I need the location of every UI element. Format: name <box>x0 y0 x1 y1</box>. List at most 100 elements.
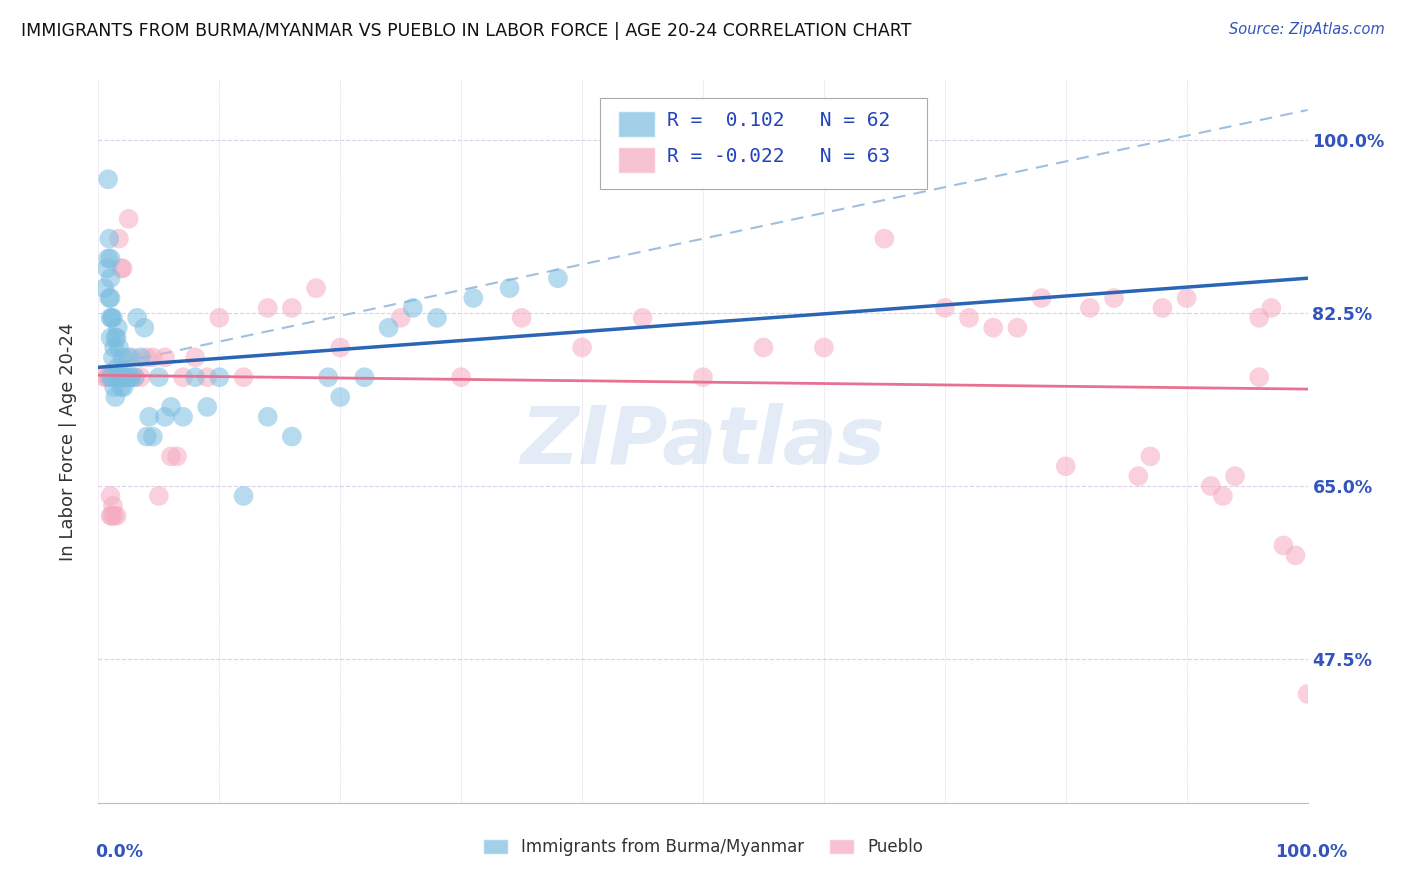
Point <box>184 370 207 384</box>
Point <box>98 370 121 384</box>
Point <box>97 172 120 186</box>
Point <box>160 450 183 464</box>
Point <box>153 351 176 365</box>
Point <box>100 508 122 523</box>
Text: Source: ZipAtlas.com: Source: ZipAtlas.com <box>1229 22 1385 37</box>
Legend: Immigrants from Burma/Myanmar, Pueblo: Immigrants from Burma/Myanmar, Pueblo <box>477 831 929 863</box>
Point <box>1139 450 1161 464</box>
Point <box>110 261 132 276</box>
Point <box>377 320 399 334</box>
Point <box>100 370 122 384</box>
Point <box>101 310 124 325</box>
Point <box>114 370 136 384</box>
Point <box>153 409 176 424</box>
Point <box>96 261 118 276</box>
Point <box>195 370 218 384</box>
Text: R =  0.102   N = 62: R = 0.102 N = 62 <box>666 111 890 129</box>
Point <box>1260 301 1282 315</box>
Point <box>100 252 122 266</box>
Point <box>107 360 129 375</box>
Point <box>129 370 152 384</box>
FancyBboxPatch shape <box>619 147 655 173</box>
Point <box>208 310 231 325</box>
Point <box>103 508 125 523</box>
Text: 0.0%: 0.0% <box>96 843 143 861</box>
Point <box>104 390 127 404</box>
Point <box>1284 549 1306 563</box>
Point <box>120 370 142 384</box>
Point <box>329 390 352 404</box>
Point <box>389 310 412 325</box>
Point <box>135 429 157 443</box>
Point <box>121 351 143 365</box>
Point <box>105 370 128 384</box>
Point <box>105 330 128 344</box>
Point <box>98 232 121 246</box>
Point <box>184 351 207 365</box>
Point <box>1249 370 1271 384</box>
Point <box>1199 479 1222 493</box>
Point <box>103 341 125 355</box>
Point <box>1212 489 1234 503</box>
Text: ZIPatlas: ZIPatlas <box>520 402 886 481</box>
Point <box>100 370 122 384</box>
Point <box>103 380 125 394</box>
Point <box>232 370 254 384</box>
Point <box>166 450 188 464</box>
Point <box>138 409 160 424</box>
Point <box>100 271 122 285</box>
Point <box>256 301 278 315</box>
Point <box>104 330 127 344</box>
Point <box>172 370 194 384</box>
Point <box>1031 291 1053 305</box>
Point <box>934 301 956 315</box>
Point <box>281 301 304 315</box>
Point <box>97 252 120 266</box>
Point <box>105 508 128 523</box>
Point <box>100 508 122 523</box>
Point <box>108 341 131 355</box>
FancyBboxPatch shape <box>600 98 927 189</box>
Point <box>1078 301 1101 315</box>
Point <box>142 351 165 365</box>
Point <box>426 310 449 325</box>
Point <box>692 370 714 384</box>
Point <box>1249 310 1271 325</box>
Point <box>100 291 122 305</box>
Point <box>108 370 131 384</box>
Point <box>93 281 115 295</box>
Text: IMMIGRANTS FROM BURMA/MYANMAR VS PUEBLO IN LABOR FORCE | AGE 20-24 CORRELATION C: IMMIGRANTS FROM BURMA/MYANMAR VS PUEBLO … <box>21 22 911 40</box>
Point <box>115 370 138 384</box>
Point <box>100 330 122 344</box>
Point <box>329 341 352 355</box>
Point <box>1007 320 1029 334</box>
Point <box>1175 291 1198 305</box>
Point <box>111 261 134 276</box>
Point <box>118 351 141 365</box>
Point <box>256 409 278 424</box>
Point <box>107 320 129 334</box>
Point <box>148 370 170 384</box>
Point <box>118 370 141 384</box>
Point <box>111 370 134 384</box>
Point <box>281 429 304 443</box>
Point <box>353 370 375 384</box>
Point <box>316 370 339 384</box>
Point <box>127 310 149 325</box>
Point <box>118 211 141 226</box>
Text: 100.0%: 100.0% <box>1275 843 1347 861</box>
Point <box>124 370 146 384</box>
Point <box>631 310 654 325</box>
Point <box>124 370 146 384</box>
Point <box>571 341 593 355</box>
Point <box>208 370 231 384</box>
Point <box>402 301 425 315</box>
Point <box>232 489 254 503</box>
Point <box>108 232 131 246</box>
Point <box>134 320 156 334</box>
Point <box>135 351 157 365</box>
Point <box>547 271 569 285</box>
Point <box>873 232 896 246</box>
Point <box>111 351 134 365</box>
Point <box>1128 469 1150 483</box>
